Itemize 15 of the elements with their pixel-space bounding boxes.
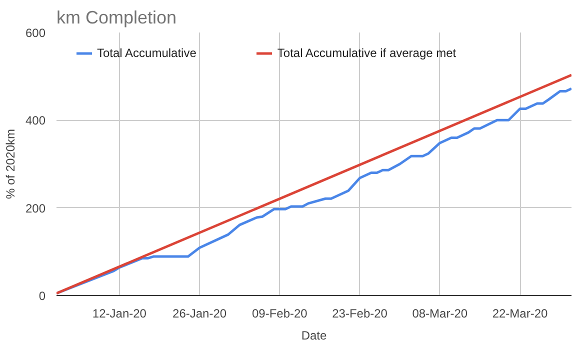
chart-title: km Completion — [56, 8, 177, 28]
y-tick-label: 600 — [25, 26, 46, 40]
x-axis-title: Date — [301, 328, 327, 342]
x-tick-label: 22-Mar-20 — [492, 306, 548, 320]
legend-label: Total Accumulative if average met — [277, 46, 456, 60]
x-tick-label: 09-Feb-20 — [252, 306, 308, 320]
x-tick-label: 26-Jan-20 — [172, 306, 227, 320]
x-tick-label: 12-Jan-20 — [92, 306, 147, 320]
y-tick-label: 0 — [38, 289, 46, 303]
y-tick-label: 400 — [25, 114, 46, 128]
y-tick-label: 200 — [25, 201, 46, 216]
x-tick-label: 08-Mar-20 — [412, 306, 468, 320]
y-axis-title: % of 2020km — [3, 128, 18, 200]
legend-label: Total Accumulative — [97, 46, 196, 60]
x-tick-label: 23-Feb-20 — [332, 306, 388, 320]
